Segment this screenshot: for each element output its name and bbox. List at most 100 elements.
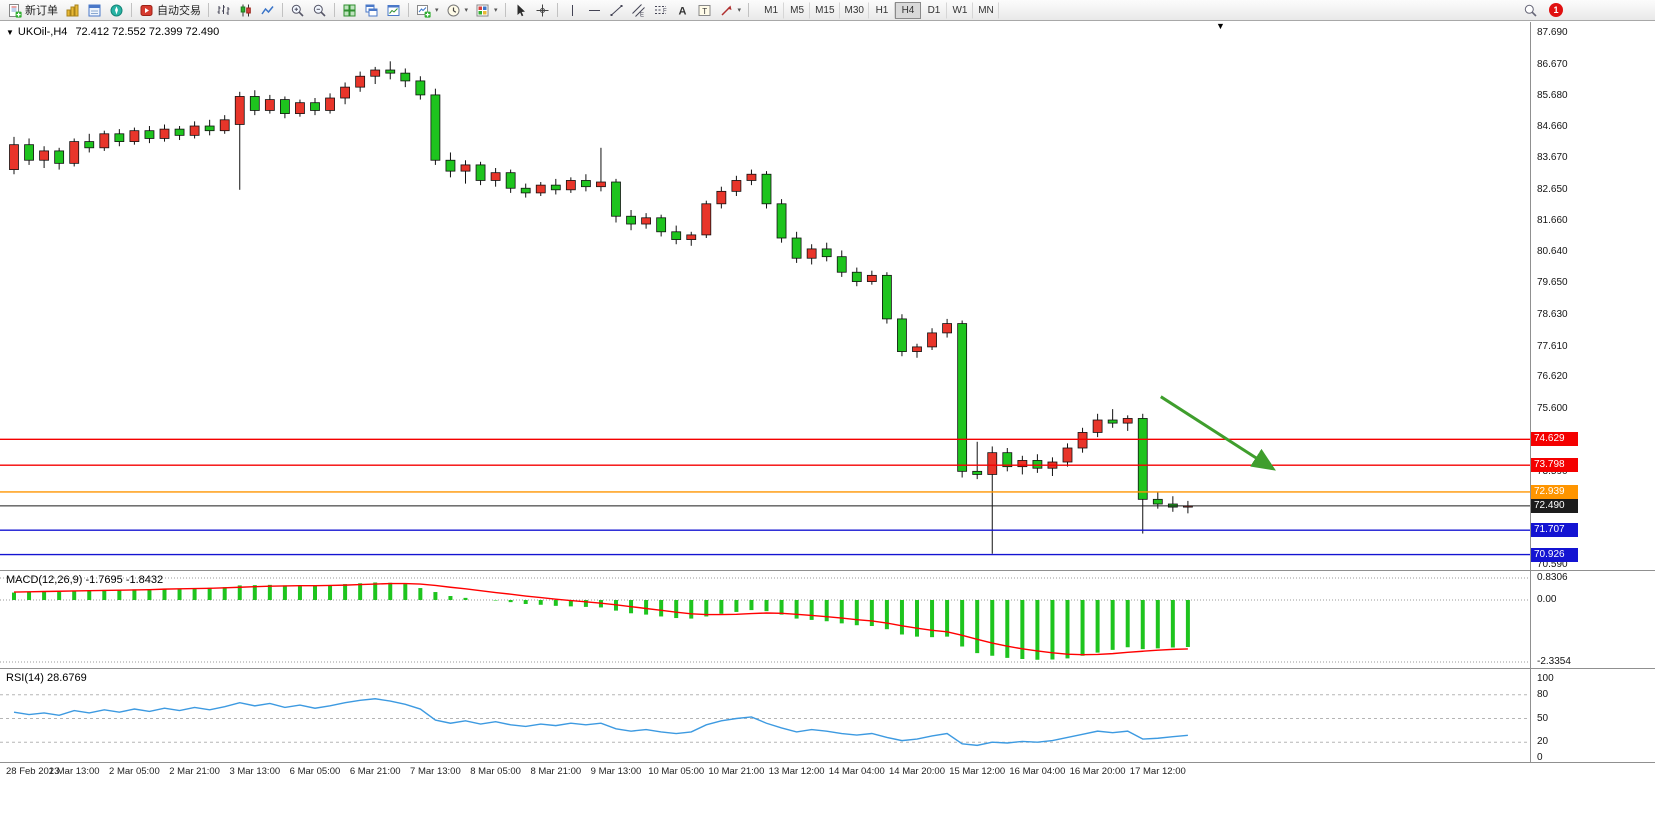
price-scale-label: 82.650	[1537, 183, 1568, 195]
time-axis-label: 15 Mar 12:00	[949, 766, 1006, 777]
candle	[626, 210, 636, 231]
candle	[129, 127, 140, 145]
chart-shift-marker[interactable]: ▼	[1216, 21, 1225, 31]
new-order-label: 新订单	[25, 5, 58, 17]
fibonacci-tool-button[interactable]: F	[650, 1, 671, 20]
text-label-tool-button[interactable]: T	[694, 1, 715, 20]
time-axis-label: 13 Mar 12:00	[768, 766, 825, 777]
candle	[264, 94, 275, 114]
price-chart-pane[interactable]	[0, 22, 1530, 570]
macd-scale-label: 0.8306	[1537, 571, 1568, 583]
trendline-tool-button[interactable]	[606, 1, 627, 20]
macd-pane[interactable]	[0, 572, 1530, 668]
timeframe-button-h1[interactable]: H1	[869, 1, 895, 19]
candle	[505, 169, 516, 193]
vertical-line-icon	[571, 4, 573, 16]
new-chart-button[interactable]: ▾	[413, 1, 442, 20]
zoom-out-button[interactable]	[309, 1, 330, 20]
price-scale-label: 77.610	[1537, 340, 1568, 352]
autotrading-button[interactable]: 自动交易	[136, 1, 204, 20]
candle	[581, 174, 591, 192]
candle	[776, 199, 787, 243]
time-axis[interactable]: 28 Feb 2023 1 Mar 13:00 2 Mar 05:00 2 Mar 2…	[0, 763, 1530, 783]
timeframe-button-mn[interactable]: MN	[973, 1, 999, 19]
new-order-button[interactable]: 新订单	[4, 1, 61, 20]
price-scale-label: 78.630	[1537, 308, 1568, 320]
zoom-out-icon	[313, 4, 326, 17]
toolbar-separator	[334, 3, 335, 17]
cascade-windows-button[interactable]	[361, 1, 382, 20]
candle	[1077, 427, 1088, 453]
candle	[791, 231, 802, 263]
pane-divider[interactable]	[0, 570, 1655, 571]
templates-button[interactable]: ▾	[472, 1, 501, 20]
zoom-in-button[interactable]	[287, 1, 308, 20]
price-scale-label: 70.590	[1537, 558, 1568, 570]
navigator-button[interactable]	[106, 1, 127, 20]
candle	[310, 98, 320, 116]
candle	[490, 168, 501, 187]
equidistant-channel-tool-button[interactable]: E	[628, 1, 649, 20]
candle	[249, 90, 260, 116]
timeframe-button-m5[interactable]: M5	[784, 1, 811, 19]
cursor-tool-button[interactable]	[510, 1, 531, 20]
navigator-icon	[110, 4, 123, 16]
search-icon	[1524, 4, 1537, 17]
price-scale-label: 83.670	[1537, 152, 1568, 164]
timeframe-button-h4[interactable]: H4	[894, 1, 921, 19]
candle	[325, 93, 335, 114]
horizontal-line-tool-button[interactable]	[584, 1, 605, 20]
timeframe-button-w1[interactable]: W1	[947, 1, 973, 19]
time-axis-label: 9 Mar 13:00	[590, 766, 642, 777]
templates-icon	[476, 4, 489, 16]
candle	[189, 121, 200, 139]
chart-area: ▼ UKOil-,H4 72.412 72.552 72.399 72.490 MA…	[0, 21, 1655, 824]
candle	[716, 186, 727, 209]
candle	[400, 68, 411, 88]
trend-arrow-annotation[interactable]	[1159, 395, 1276, 471]
bar-chart-mode-button[interactable]	[213, 1, 234, 20]
candle	[54, 147, 65, 170]
candle	[912, 343, 922, 358]
arrange-windows-button[interactable]	[383, 1, 404, 20]
line-chart-mode-button[interactable]	[257, 1, 278, 20]
rsi-scale-label: 100	[1537, 673, 1554, 684]
candlestick-icon	[240, 4, 251, 16]
candle	[550, 178, 561, 195]
candle	[611, 178, 621, 223]
crosshair-tool-button[interactable]	[532, 1, 553, 20]
market-watch-button[interactable]	[62, 1, 83, 20]
timeframe-button-m1[interactable]: M1	[758, 1, 785, 19]
price-level-badge: 74.629	[1531, 432, 1578, 447]
toolbar-separator	[748, 3, 750, 17]
candle	[99, 130, 110, 151]
tile-windows-button[interactable]	[339, 1, 360, 20]
candle	[596, 147, 606, 192]
price-axis[interactable]: 87.690 86.670 85.680 84.660 83.670 82.650 81.6…	[1530, 21, 1655, 783]
macd-scale-label: 0.00	[1537, 594, 1557, 605]
tile-windows-icon	[343, 4, 356, 16]
pane-divider[interactable]	[0, 668, 1655, 669]
clock-icon	[447, 4, 460, 16]
horizontal-line-icon	[588, 9, 600, 11]
candle	[686, 231, 697, 246]
timeframe-button-m15[interactable]: M15	[810, 1, 840, 19]
candlestick-mode-button[interactable]	[235, 1, 256, 20]
symbol-dropdown-icon[interactable]: ▼	[6, 28, 14, 37]
candle	[340, 82, 351, 105]
data-window-button[interactable]	[84, 1, 105, 20]
candle	[295, 99, 305, 117]
notification-badge[interactable]: 1	[1549, 3, 1563, 17]
vertical-line-tool-button[interactable]	[562, 1, 583, 20]
rsi-pane[interactable]	[0, 670, 1530, 762]
timeframe-button-d1[interactable]: D1	[921, 1, 947, 19]
text-tool-button[interactable]: A	[672, 1, 693, 20]
time-axis-label: 10 Mar 21:00	[708, 766, 765, 777]
periods-button[interactable]: ▾	[443, 1, 472, 20]
timeframe-button-m30[interactable]: M30	[840, 1, 869, 19]
text-label-icon: T	[698, 4, 711, 16]
candle	[897, 314, 907, 357]
search-button[interactable]	[1520, 1, 1541, 20]
arrows-tool-button[interactable]: ▾	[716, 1, 745, 20]
candle	[9, 136, 19, 175]
